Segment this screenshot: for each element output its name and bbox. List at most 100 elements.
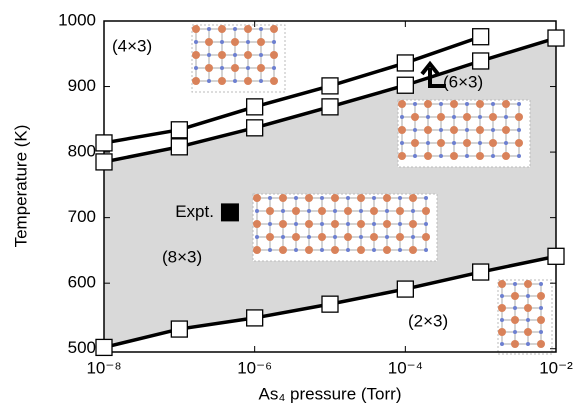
atom <box>359 235 363 239</box>
x-tick-label: 10⁻⁸ <box>86 358 121 377</box>
atom <box>539 282 543 286</box>
atom <box>257 64 265 72</box>
atom <box>498 304 506 312</box>
atom <box>346 248 350 252</box>
atom <box>411 113 419 121</box>
atom <box>409 220 417 228</box>
atom <box>504 115 508 119</box>
atom <box>424 100 432 108</box>
atom <box>413 102 417 106</box>
atom <box>266 233 274 241</box>
atom <box>537 292 545 300</box>
atom <box>272 66 276 70</box>
atom <box>244 51 252 59</box>
atom <box>396 233 404 241</box>
atom <box>253 194 261 202</box>
atom <box>270 51 278 59</box>
atom <box>259 53 263 57</box>
data-square <box>170 138 188 156</box>
atom <box>259 27 263 31</box>
atom <box>372 248 376 252</box>
atom <box>294 222 298 226</box>
y-tick-label: 600 <box>68 273 96 292</box>
data-square <box>170 320 188 338</box>
atom <box>383 220 391 228</box>
atom <box>478 115 482 119</box>
experiment-point <box>220 203 239 222</box>
atom <box>413 128 417 132</box>
atom <box>437 113 445 121</box>
data-square <box>246 98 264 116</box>
atom <box>307 209 311 213</box>
atom <box>398 152 406 160</box>
atom <box>372 222 376 226</box>
atom <box>385 209 389 213</box>
data-square <box>95 338 113 357</box>
structure-inset <box>397 99 531 168</box>
data-square <box>170 121 188 139</box>
atom <box>450 152 458 160</box>
atom <box>478 141 482 145</box>
plot-frame <box>103 20 557 353</box>
atom <box>517 154 521 158</box>
atom <box>294 248 298 252</box>
data-square <box>246 309 264 327</box>
atom <box>383 194 391 202</box>
atom <box>511 340 519 348</box>
atom <box>398 248 402 252</box>
atom <box>511 292 519 300</box>
atom <box>500 318 504 322</box>
atom <box>452 115 456 119</box>
atom <box>192 25 200 33</box>
atom <box>539 330 543 334</box>
atom <box>409 194 417 202</box>
atom <box>244 77 252 85</box>
atom <box>511 316 519 324</box>
atom <box>502 152 510 160</box>
atom <box>205 64 213 72</box>
atom <box>270 77 278 85</box>
atom <box>370 233 378 241</box>
atom <box>476 152 484 160</box>
atom <box>281 235 285 239</box>
atom <box>450 126 458 134</box>
atom <box>218 77 226 85</box>
atom <box>498 280 506 288</box>
atom <box>398 222 402 226</box>
y-axis-label: Temperature (K) <box>11 125 30 248</box>
atom <box>259 79 263 83</box>
x-tick-label: 10⁻² <box>539 358 573 377</box>
atom <box>513 282 517 286</box>
atom <box>333 235 337 239</box>
atom <box>465 102 469 106</box>
atom <box>370 207 378 215</box>
y-tick-label: 1000 <box>58 10 96 29</box>
atom <box>192 77 200 85</box>
data-square <box>321 77 339 95</box>
phase-label: (6×3) <box>443 72 483 91</box>
atom <box>246 40 250 44</box>
phase-label: (8×3) <box>162 247 202 266</box>
atom <box>344 233 352 241</box>
atom <box>253 246 261 254</box>
atom <box>476 100 484 108</box>
atom <box>500 294 504 298</box>
atom <box>318 233 326 241</box>
atom <box>357 246 365 254</box>
atom <box>422 207 430 215</box>
atom <box>257 38 265 46</box>
atom <box>318 207 326 215</box>
atom <box>526 342 530 346</box>
atom <box>385 235 389 239</box>
x-axis-label: As₄ pressure (Torr) <box>259 384 402 403</box>
atom <box>231 38 239 46</box>
atom <box>424 196 428 200</box>
atom <box>439 154 443 158</box>
atom <box>450 100 458 108</box>
atom <box>194 66 198 70</box>
atom <box>333 209 337 213</box>
experiment-label: Expt. <box>175 202 214 221</box>
atom <box>463 113 471 121</box>
atom <box>513 330 517 334</box>
